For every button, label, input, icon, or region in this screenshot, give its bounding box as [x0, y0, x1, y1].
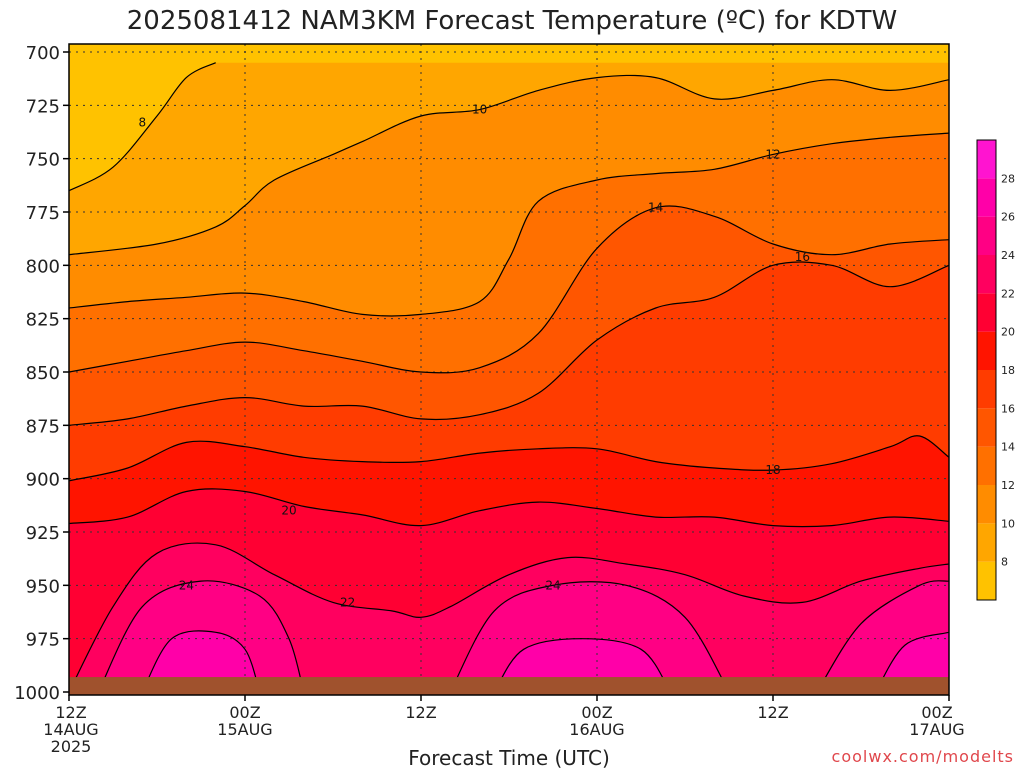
plot-area [69, 44, 949, 695]
contour-label-12: 12 [765, 147, 780, 161]
x-tick-label-48-1: 12Z [757, 703, 788, 722]
colorbar-label-12: 12 [1001, 479, 1015, 492]
contour-line-20 [69, 488, 949, 528]
contour-label-14: 14 [648, 201, 663, 215]
contour-line-14 [69, 205, 949, 374]
y-tick-label-800: 800 [26, 256, 60, 277]
y-tick-label-900: 900 [26, 470, 60, 491]
plot-frame [68, 43, 950, 696]
x-tick-label-12-1: 00Z [229, 703, 260, 722]
credit-text: coolwx.com/modelts [832, 747, 1014, 766]
colorbar-label-14: 14 [1001, 441, 1015, 454]
contour-label-20: 20 [281, 504, 296, 518]
contour-line-12 [69, 132, 949, 317]
chart-title: 2025081412 NAM3KM Forecast Temperature (… [127, 6, 898, 36]
y-tick-label-975: 975 [26, 630, 60, 651]
y-tick-label-950: 950 [26, 576, 60, 597]
colorbar-swatch-16 [977, 370, 996, 409]
colorbar-swatch-14 [977, 408, 996, 447]
colorbar-swatch-12 [977, 446, 996, 485]
colorbar-swatch-22 [977, 255, 996, 294]
contour-line-8 [69, 62, 216, 192]
colorbar-swatch-20 [977, 293, 996, 332]
y-tick-label-925: 925 [26, 523, 60, 544]
contour-label-24: 24 [179, 578, 194, 592]
contour-label-22: 22 [340, 595, 355, 609]
contour-labels: 8 10 12 14 16 18 20 22 24 24 [139, 103, 810, 610]
y-tick-label-700: 700 [26, 43, 60, 64]
ground-fill [69, 677, 949, 695]
contour-line-24 [816, 580, 949, 693]
colorbar-frame [976, 139, 997, 601]
colorbar-swatch-26 [977, 178, 996, 217]
y-tick-label-825: 825 [26, 310, 60, 331]
colorbar: 8 10 12 14 16 18 20 22 24 26 28 [976, 139, 1015, 601]
colorbar-label-24: 24 [1001, 249, 1015, 262]
x-tick-label-60-2: 17AUG [909, 720, 964, 739]
y-axis-ticks: 700 725 750 775 800 825 850 875 900 925 950 975 1000 [14, 43, 69, 704]
colorbar-label-16: 16 [1001, 402, 1015, 415]
colorbar-swatch-24 [977, 216, 996, 255]
contour-lines [69, 62, 949, 693]
colorbar-label-18: 18 [1001, 364, 1015, 377]
colorbar-swatch-28 [977, 140, 996, 179]
y-tick-label-750: 750 [26, 150, 60, 171]
ground-strip [69, 677, 949, 695]
colorbar-swatch-8 [977, 523, 996, 562]
y-tick-label-1000: 1000 [14, 683, 60, 704]
x-tick-label-36-1: 00Z [581, 703, 612, 722]
colorbar-swatch-10 [977, 485, 996, 524]
y-tick-label-775: 775 [26, 203, 60, 224]
contour-label-8: 8 [139, 115, 147, 129]
x-tick-label-0-1: 12Z [55, 703, 86, 722]
contour-label-18: 18 [765, 463, 780, 477]
y-tick-label-850: 850 [26, 363, 60, 384]
contour-line-26 [493, 638, 671, 693]
colorbar-label-28: 28 [1001, 172, 1015, 185]
x-tick-label-24-1: 12Z [405, 703, 436, 722]
y-tick-label-725: 725 [26, 96, 60, 117]
colorbar-swatch-6 [977, 561, 996, 600]
colorbar-label-26: 26 [1001, 211, 1015, 224]
x-tick-label-0-2: 14AUG [43, 720, 98, 739]
contour-line-22 [69, 542, 949, 693]
x-tick-label-60-1: 00Z [921, 703, 952, 722]
colorbar-label-20: 20 [1001, 326, 1015, 339]
temperature-fill-bands [69, 44, 949, 695]
contour-line-24 [449, 581, 730, 693]
contour-label-16: 16 [795, 250, 810, 264]
x-tick-label-0-3: 2025 [51, 737, 92, 756]
contour-line-18 [69, 435, 949, 482]
x-tick-label-12-2: 15AUG [217, 720, 272, 739]
colorbar-label-8: 8 [1001, 556, 1008, 569]
y-tick-label-875: 875 [26, 416, 60, 437]
colorbar-label-22: 22 [1001, 287, 1015, 300]
contour-label-10: 10 [472, 103, 487, 117]
contour-label-24: 24 [545, 578, 560, 592]
colorbar-swatch-18 [977, 331, 996, 370]
contour-line-10 [69, 74, 949, 256]
x-tick-label-36-2: 16AUG [569, 720, 624, 739]
contour-line-24 [97, 580, 305, 693]
contour-line-26 [141, 630, 261, 693]
colorbar-label-10: 10 [1001, 517, 1015, 530]
contour-line-16 [69, 261, 949, 426]
x-axis-label: Forecast Time (UTC) [408, 746, 610, 768]
